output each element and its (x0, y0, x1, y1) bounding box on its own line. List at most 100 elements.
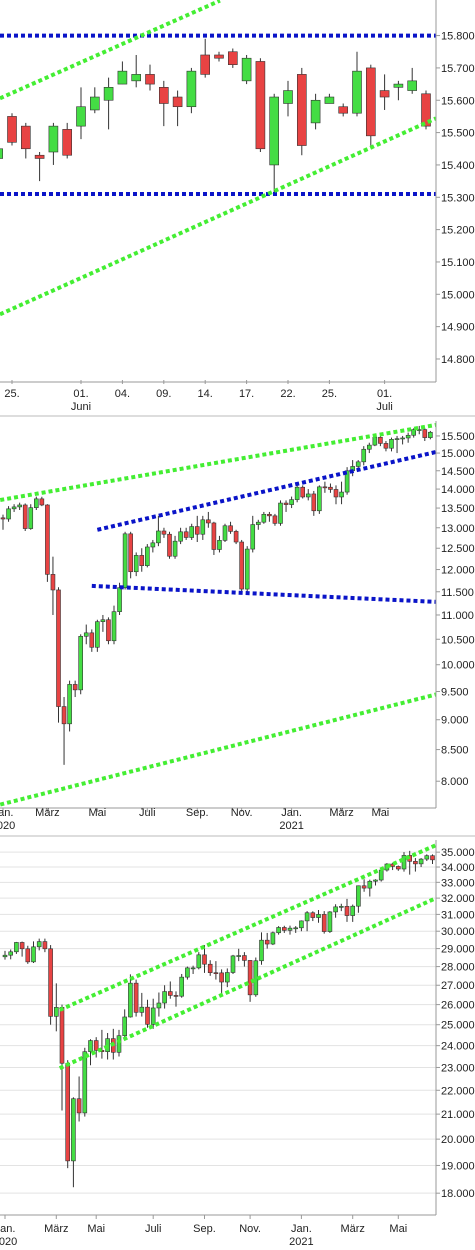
candle-body (278, 502, 283, 524)
y-tick-label: 24.000 (441, 1041, 475, 1053)
candle-body (150, 542, 156, 548)
candle-body (411, 429, 417, 436)
candle-body (159, 87, 169, 104)
y-tick-label: 14.500 (441, 466, 475, 478)
candle-body (422, 429, 428, 438)
candle-body (78, 635, 83, 691)
x-tick-label: Mai (372, 807, 390, 819)
candle-body (106, 619, 111, 642)
candle-body (200, 519, 206, 535)
candle-body (401, 855, 407, 870)
candle-body (34, 154, 45, 159)
plot-area (0, 0, 436, 317)
candle-body (338, 906, 344, 908)
candle-body (333, 906, 338, 913)
candle-body (139, 555, 145, 566)
candle-body (33, 498, 39, 508)
candle-body (228, 525, 233, 532)
candle-body (413, 861, 418, 865)
y-tick-label: 15.400 (441, 160, 475, 172)
candle-body (327, 911, 333, 932)
candle-body (317, 486, 322, 512)
trend-line (0, 116, 436, 317)
candle-body (230, 955, 236, 973)
candle-body (17, 504, 22, 508)
y-tick-label: 14.800 (441, 354, 475, 366)
candle-body (89, 632, 95, 648)
candle-body (22, 504, 28, 529)
candle-body (162, 991, 167, 1004)
y-tick-label: 26.000 (441, 1000, 475, 1012)
y-tick-label: 8.000 (441, 776, 469, 788)
candle-body (270, 932, 276, 945)
candle-body (11, 506, 17, 510)
candle-body (186, 70, 197, 108)
candle-body (333, 489, 339, 498)
y-tick-label: 15.200 (441, 225, 475, 237)
candle-body (42, 941, 48, 950)
x-tick-label: März (329, 807, 353, 819)
candle-body (189, 526, 194, 538)
y-tick-label: 11.000 (441, 610, 474, 622)
y-tick-label: 15.300 (441, 192, 475, 204)
x-tick-label: 22. (280, 388, 295, 400)
y-tick-label: 10.000 (441, 660, 475, 672)
candle-body (389, 439, 394, 449)
candle-body (394, 438, 400, 440)
candle-body (67, 684, 72, 725)
candle-body (172, 540, 178, 557)
candle-body (281, 927, 287, 931)
candle-body (367, 880, 373, 889)
y-tick-label: 15.000 (441, 448, 475, 460)
candle-body (0, 148, 3, 159)
candle-body (361, 448, 367, 463)
y-tick-label: 29.000 (441, 944, 475, 956)
candle-body (133, 555, 139, 573)
y-tick-label: 15.500 (441, 431, 475, 443)
candle-body (19, 942, 25, 950)
candle-body (310, 99, 321, 124)
candle-body (407, 80, 418, 91)
x-tick-label: Jan. (281, 807, 302, 819)
y-tick-label: 9.500 (441, 687, 469, 699)
candle-body (133, 982, 139, 1013)
x-tick-label: Juli (145, 1223, 162, 1235)
candle-body (95, 621, 100, 648)
candle-body (100, 619, 106, 622)
y-tick-label: 20.000 (441, 1134, 475, 1146)
y-tick-label: 12.500 (441, 543, 475, 555)
candle-body (196, 954, 202, 969)
candle-body (76, 106, 86, 127)
candle-body (299, 920, 304, 929)
candle-body (344, 470, 350, 493)
candle-body (172, 96, 183, 108)
x-tick-label: Jan. (0, 807, 13, 819)
y-tick-label: 15.500 (441, 128, 475, 140)
candle-body (117, 70, 128, 85)
plot-area (2, 843, 436, 1188)
y-tick-label: 13.500 (441, 503, 475, 515)
trend-line (0, 422, 436, 502)
candle-body (7, 116, 17, 143)
candle-body (264, 939, 270, 945)
y-tick-label: 19.000 (441, 1160, 475, 1172)
candle-body (61, 706, 67, 725)
x-tick-label: Sep. (193, 1223, 216, 1235)
candle-body (139, 1006, 145, 1013)
candle-body (8, 951, 13, 956)
x-sublabel: 2020 (0, 820, 15, 832)
candle-body (25, 948, 31, 963)
candle-body (122, 1016, 127, 1037)
x-tick-label: 25. (322, 388, 337, 400)
candle-body (296, 74, 307, 146)
candle-body (222, 525, 228, 541)
candle-body (311, 493, 317, 512)
candle-body (82, 1051, 88, 1114)
y-tick-label: 15.000 (441, 289, 475, 301)
candle-body (59, 1007, 65, 1064)
x-tick-label: 17. (239, 388, 254, 400)
candle-body (145, 74, 155, 85)
candle-body (267, 513, 272, 517)
candle-body (239, 541, 244, 590)
candle-body (211, 522, 217, 550)
